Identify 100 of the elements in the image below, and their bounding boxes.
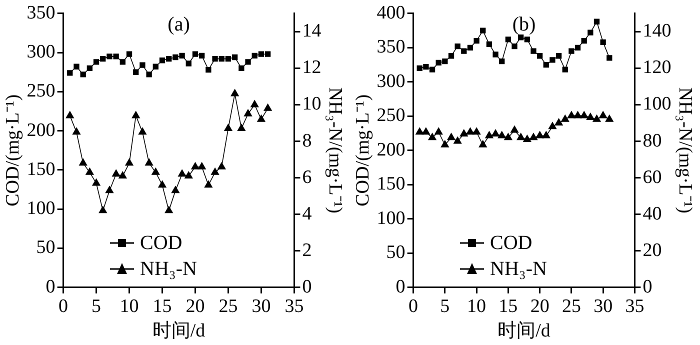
y2-axis-title: NH₃-N/(mg·L⁻¹) xyxy=(674,87,696,214)
point xyxy=(158,180,167,188)
point xyxy=(415,127,424,135)
point xyxy=(224,123,233,131)
point xyxy=(524,36,530,42)
point xyxy=(78,158,88,166)
point xyxy=(466,127,475,135)
point xyxy=(250,100,259,108)
point xyxy=(120,59,126,65)
x-tick-label: 30 xyxy=(594,296,613,317)
point xyxy=(478,140,488,148)
point xyxy=(218,56,224,62)
point xyxy=(184,170,193,178)
point xyxy=(530,48,536,54)
point xyxy=(440,140,450,148)
chart-title: (b) xyxy=(512,14,536,36)
point xyxy=(505,36,512,42)
x-tick-label: 0 xyxy=(58,296,68,317)
point xyxy=(472,127,481,135)
y-tick-label: 100 xyxy=(26,198,56,220)
point xyxy=(498,130,506,138)
point xyxy=(453,136,462,144)
point xyxy=(164,206,174,214)
x-tick-label: 5 xyxy=(92,296,102,317)
y-tick-label: 200 xyxy=(26,120,56,141)
point xyxy=(113,54,119,60)
point xyxy=(199,52,205,59)
point xyxy=(80,72,86,78)
point xyxy=(190,162,200,170)
point xyxy=(448,53,454,59)
y2-tick-label: 20 xyxy=(642,240,662,261)
point xyxy=(144,158,154,166)
point xyxy=(480,28,486,34)
legend-label: COD xyxy=(140,232,182,254)
point xyxy=(264,51,271,57)
point xyxy=(66,110,74,118)
point xyxy=(133,69,139,75)
point xyxy=(594,18,600,24)
y-tick-label: 350 xyxy=(26,2,56,24)
point xyxy=(586,112,595,120)
point xyxy=(204,180,213,188)
y2-tick-label: 14 xyxy=(302,20,322,42)
point xyxy=(225,56,232,62)
point xyxy=(434,127,443,135)
point xyxy=(605,114,614,122)
point xyxy=(72,127,81,135)
point xyxy=(206,66,212,73)
point xyxy=(516,132,526,140)
x-tick-label: 10 xyxy=(120,296,139,317)
point xyxy=(238,65,244,72)
x-tick-label: 15 xyxy=(152,296,172,317)
point xyxy=(118,170,128,178)
x-tick-label: 25 xyxy=(562,296,581,317)
point xyxy=(510,125,519,133)
point xyxy=(588,30,594,36)
point xyxy=(178,169,186,177)
x-tick-label: 35 xyxy=(284,296,304,317)
point xyxy=(232,54,238,60)
point xyxy=(140,62,146,68)
point xyxy=(146,72,152,78)
x-tick-label: 10 xyxy=(467,296,486,317)
point xyxy=(491,128,500,136)
point xyxy=(93,59,100,65)
x-tick-label: 0 xyxy=(408,296,418,317)
point xyxy=(263,103,272,111)
y2-tick-label: 140 xyxy=(642,20,672,42)
point xyxy=(171,186,180,194)
point xyxy=(535,130,544,138)
point xyxy=(518,34,524,40)
point xyxy=(105,186,114,194)
point xyxy=(179,52,185,59)
y2-tick-label: 2 xyxy=(302,240,312,261)
y-tick-label: 350 xyxy=(376,36,406,58)
y2-tick-label: 6 xyxy=(302,166,312,188)
point xyxy=(568,48,574,54)
x-axis-title: 时间/d xyxy=(498,320,551,342)
point xyxy=(592,114,602,122)
point xyxy=(422,127,430,135)
point xyxy=(416,65,422,72)
x-tick-label: 5 xyxy=(440,296,450,317)
y-tick-label: 250 xyxy=(26,80,56,102)
point xyxy=(186,60,192,66)
point xyxy=(504,132,513,140)
point xyxy=(256,114,266,122)
point xyxy=(460,128,468,136)
point xyxy=(567,110,576,118)
point xyxy=(454,43,460,50)
point xyxy=(574,44,581,50)
y-tick-label: 100 xyxy=(376,208,406,229)
point xyxy=(124,158,134,166)
point xyxy=(252,52,258,59)
point xyxy=(522,134,532,142)
point xyxy=(151,167,160,175)
y-tick-label: 50 xyxy=(36,237,56,258)
y-tick-label: 50 xyxy=(386,242,406,264)
y-tick-label: 0 xyxy=(46,276,56,298)
point xyxy=(598,110,608,118)
y-axis-title: COD/(mg·L⁻¹) xyxy=(352,94,374,206)
x-axis-title: 时间/d xyxy=(152,320,206,342)
point xyxy=(436,60,442,66)
